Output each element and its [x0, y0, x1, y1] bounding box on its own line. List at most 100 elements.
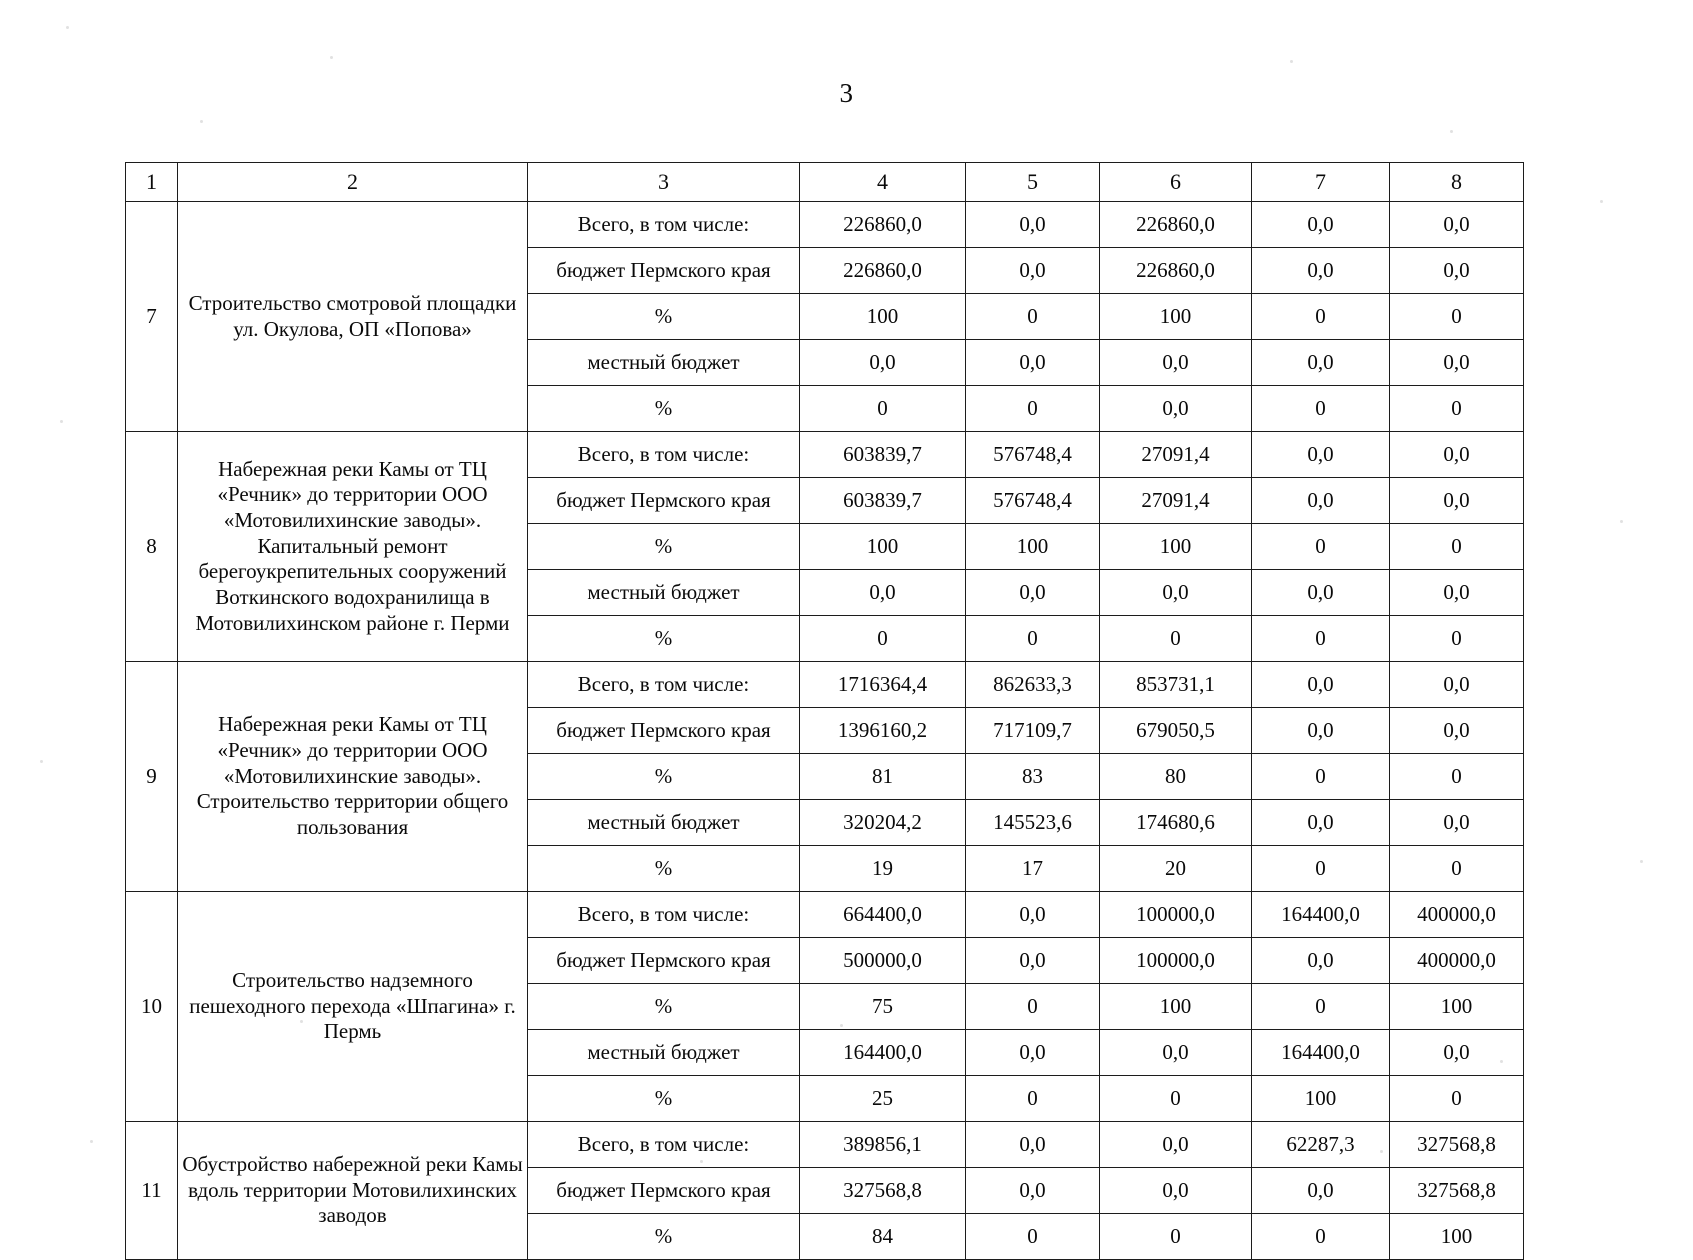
line-label-cell: местный бюджет — [527, 569, 800, 616]
value-cell-col6: 174680,6 — [1099, 799, 1252, 846]
line-label-cell: бюджет Пермского края — [527, 1167, 800, 1214]
value-cell-col6: 80 — [1099, 753, 1252, 800]
value-cell-col5: 0,0 — [965, 1121, 1100, 1168]
value-cell-col8: 0,0 — [1389, 707, 1524, 754]
value-cell-col4: 1716364,4 — [799, 661, 966, 708]
value-cell-col7: 0,0 — [1251, 247, 1390, 294]
line-label-cell: местный бюджет — [527, 799, 800, 846]
value-cell-col6: 27091,4 — [1099, 431, 1252, 478]
scan-speckle — [66, 26, 69, 29]
value-cell-col8: 0,0 — [1389, 339, 1524, 386]
value-cell-col7: 0 — [1251, 845, 1390, 892]
page-number: 3 — [839, 78, 854, 108]
table-row: местный бюджет 0,0 0,0 0,0 0,0 0,0 — [126, 569, 1524, 616]
value-cell-col4: 84 — [799, 1213, 966, 1260]
line-label-cell: % — [527, 753, 800, 800]
line-label-cell: бюджет Пермского края — [527, 247, 800, 294]
value-cell-col8: 0,0 — [1389, 477, 1524, 524]
line-label-cell: бюджет Пермского края — [527, 707, 800, 754]
row-description-cell: Набережная реки Камы от ТЦ «Речник» до т… — [177, 661, 528, 892]
row-description-cell: Обустройство набережной реки Камы вдоль … — [177, 1121, 528, 1260]
value-cell-col7: 0,0 — [1251, 477, 1390, 524]
value-cell-col7: 0,0 — [1251, 1167, 1390, 1214]
scan-speckle — [1600, 200, 1603, 203]
column-header-4: 4 — [799, 162, 966, 202]
value-cell-col8: 0,0 — [1389, 661, 1524, 708]
value-cell-col7: 0,0 — [1251, 707, 1390, 754]
value-cell-col4: 25 — [799, 1075, 966, 1122]
value-cell-col5: 0,0 — [965, 937, 1100, 984]
value-cell-col8: 327568,8 — [1389, 1167, 1524, 1214]
scan-speckle — [200, 120, 203, 123]
document-page: 3 1 2 3 4 5 6 7 8 7 Строительство смотровой площа… — [40, 26, 1643, 1260]
line-label-cell: Всего, в том числе: — [527, 891, 800, 938]
value-cell-col5: 717109,7 — [965, 707, 1100, 754]
scan-speckle — [1290, 60, 1293, 63]
value-cell-col4: 1396160,2 — [799, 707, 966, 754]
value-cell-col5: 0,0 — [965, 1029, 1100, 1076]
table-row: местный бюджет 320204,2 145523,6 174680,6 0,… — [126, 799, 1524, 846]
scan-speckle — [40, 760, 43, 763]
value-cell-col5: 0,0 — [965, 569, 1100, 616]
value-cell-col5: 0,0 — [965, 1167, 1100, 1214]
value-cell-col7: 0,0 — [1251, 569, 1390, 616]
budget-table-container: 1 2 3 4 5 6 7 8 7 Строительство смотровой площадк… — [125, 162, 1524, 1260]
value-cell-col4: 226860,0 — [799, 201, 966, 248]
value-cell-col8: 0 — [1389, 845, 1524, 892]
value-cell-col5: 0 — [965, 1075, 1100, 1122]
value-cell-col8: 400000,0 — [1389, 937, 1524, 984]
row-index-cell: 11 — [125, 1121, 178, 1260]
value-cell-col5: 0,0 — [965, 339, 1100, 386]
row-index-cell: 7 — [125, 201, 178, 432]
value-cell-col8: 100 — [1389, 1213, 1524, 1260]
column-header-5: 5 — [965, 162, 1100, 202]
budget-table: 1 2 3 4 5 6 7 8 7 Строительство смотровой площадк… — [125, 162, 1524, 1260]
row-index-cell: 8 — [125, 431, 178, 662]
table-row: бюджет Пермского края 603839,7 576748,4 270… — [126, 477, 1524, 524]
line-label-cell: Всего, в том числе: — [527, 431, 800, 478]
value-cell-col7: 0,0 — [1251, 661, 1390, 708]
value-cell-col8: 0 — [1389, 523, 1524, 570]
line-label-cell: % — [527, 615, 800, 662]
scan-speckle — [1640, 860, 1643, 863]
value-cell-col5: 0,0 — [965, 247, 1100, 294]
table-row: 8 Набережная реки Камы от ТЦ «Речник» до … — [125, 431, 1524, 662]
value-cell-col4: 164400,0 — [799, 1029, 966, 1076]
value-cell-col7: 0 — [1251, 615, 1390, 662]
table-row: % 0 0 0,0 0 0 — [126, 385, 1524, 432]
value-cell-col5: 100 — [965, 523, 1100, 570]
value-cell-col5: 0 — [965, 615, 1100, 662]
value-cell-col8: 0 — [1389, 753, 1524, 800]
value-cell-col7: 0 — [1251, 523, 1390, 570]
value-cell-col5: 83 — [965, 753, 1100, 800]
table-row: 11 Обустройство набережной реки Камы вдол… — [125, 1121, 1524, 1260]
value-cell-col4: 0 — [799, 385, 966, 432]
value-cell-col5: 0 — [965, 983, 1100, 1030]
value-cell-col4: 320204,2 — [799, 799, 966, 846]
value-cell-col7: 0,0 — [1251, 339, 1390, 386]
line-label-cell: Всего, в том числе: — [527, 1121, 800, 1168]
value-cell-col6: 0,0 — [1099, 1167, 1252, 1214]
value-cell-col8: 0,0 — [1389, 1029, 1524, 1076]
value-cell-col8: 0,0 — [1389, 431, 1524, 478]
value-cell-col4: 19 — [799, 845, 966, 892]
value-cell-col8: 0 — [1389, 385, 1524, 432]
value-cell-col6: 679050,5 — [1099, 707, 1252, 754]
value-cell-col6: 0 — [1099, 1213, 1252, 1260]
column-header-1: 1 — [125, 162, 178, 202]
row-description-cell: Строительство надземного пешеходного пер… — [177, 891, 528, 1122]
value-cell-col6: 100 — [1099, 983, 1252, 1030]
value-cell-col7: 0 — [1251, 753, 1390, 800]
value-cell-col5: 0 — [965, 1213, 1100, 1260]
value-cell-col5: 145523,6 — [965, 799, 1100, 846]
value-cell-col6: 226860,0 — [1099, 247, 1252, 294]
line-label-cell: бюджет Пермского края — [527, 937, 800, 984]
value-cell-col7: 0 — [1251, 293, 1390, 340]
value-cell-col4: 500000,0 — [799, 937, 966, 984]
column-header-3: 3 — [527, 162, 800, 202]
value-cell-col7: 164400,0 — [1251, 1029, 1390, 1076]
value-cell-col5: 0,0 — [965, 891, 1100, 938]
scan-speckle — [1620, 520, 1623, 523]
value-cell-col5: 862633,3 — [965, 661, 1100, 708]
line-label-cell: % — [527, 1075, 800, 1122]
